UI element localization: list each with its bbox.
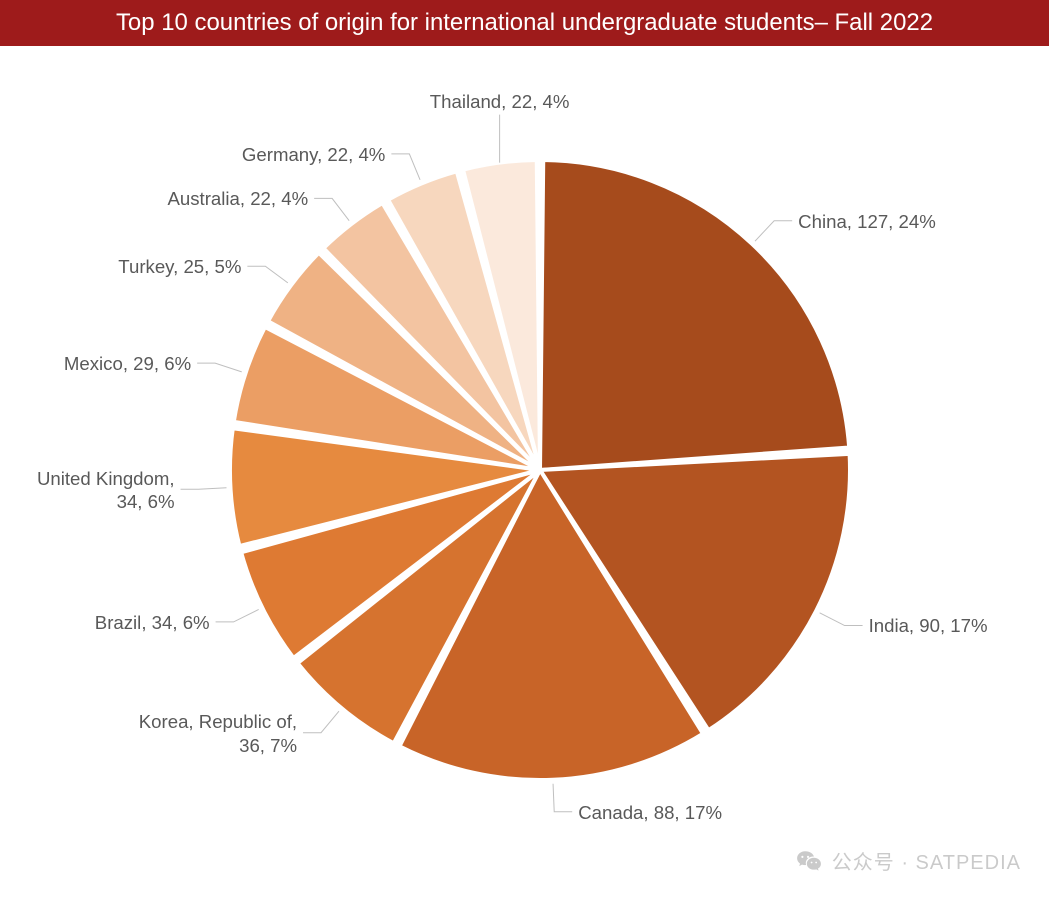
slice-label: China, 127, 24% [798,210,936,233]
watermark: 公众号 · SATPEDIA [796,846,1021,875]
slice-label: Thailand, 22, 4% [420,90,580,113]
slice-label: Canada, 88, 17% [578,801,722,824]
watermark-text: 公众号 · SATPEDIA [832,846,1021,875]
slice-label: Germany, 22, 4% [242,143,385,166]
chart-title: Top 10 countries of origin for internati… [116,9,933,36]
wechat-icon [796,848,822,874]
slice-label: Mexico, 29, 6% [64,352,191,375]
leader-line [303,711,339,733]
leader-line [181,488,227,490]
slice-label: United Kingdom, 34, 6% [37,467,175,514]
leader-line [820,613,863,626]
leader-line [391,154,420,180]
slice-label: Korea, Republic of, 36, 7% [139,710,297,757]
title-bar: Top 10 countries of origin for internati… [0,0,1049,46]
pie-chart-area: China, 127, 24% India, 90, 17% Canada, 88,… [0,46,1049,901]
leader-line [247,266,287,283]
pie-slice [540,160,849,470]
leader-line [314,198,349,220]
slice-label: Turkey, 25, 5% [118,255,241,278]
leader-line [197,363,242,372]
slice-label: Brazil, 34, 6% [95,611,210,634]
slice-label: India, 90, 17% [869,614,988,637]
leader-line [216,609,259,621]
slice-label: Australia, 22, 4% [167,187,308,210]
leader-line [553,784,572,812]
leader-line [755,221,792,241]
